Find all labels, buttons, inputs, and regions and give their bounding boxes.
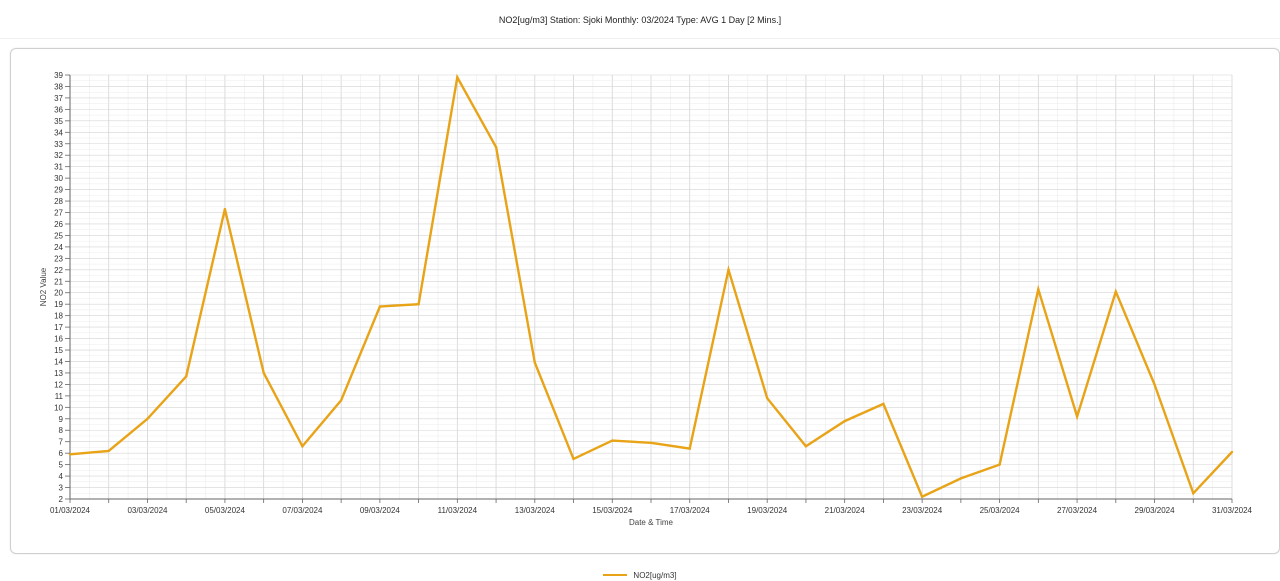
x-tick-label: 11/03/2024	[438, 506, 478, 515]
y-tick-label: 9	[59, 415, 64, 424]
chart-title: NO2[ug/m3] Station: Sjoki Monthly: 03/20…	[498, 15, 782, 25]
y-tick-label: 5	[59, 461, 64, 470]
x-tick-label: 27/03/2024	[1057, 506, 1098, 515]
y-axis-title: NO2 Value	[39, 267, 48, 306]
y-tick-label: 29	[54, 186, 63, 195]
x-tick-label: 19/03/2024	[747, 506, 788, 515]
y-tick-label: 14	[54, 357, 63, 366]
y-tick-label: 25	[54, 231, 63, 240]
y-tick-label: 28	[54, 197, 63, 206]
y-tick-label: 12	[54, 380, 63, 389]
data-point	[920, 495, 924, 498]
data-point	[688, 447, 691, 450]
data-point	[339, 399, 343, 402]
y-ticks: 2345678910111213141516171819202122232425…	[54, 71, 70, 504]
y-tick-label: 31	[54, 163, 63, 172]
y-tick-label: 33	[54, 140, 63, 149]
y-tick-label: 17	[54, 323, 63, 332]
data-point	[68, 453, 72, 456]
x-tick-label: 03/03/2024	[127, 506, 168, 515]
x-tick-label: 07/03/2024	[282, 506, 323, 515]
x-axis-title: Date & Time	[629, 518, 674, 527]
data-point	[1037, 288, 1040, 291]
x-tick-label: 13/03/2024	[515, 506, 556, 515]
y-tick-label: 20	[54, 289, 63, 298]
data-point	[766, 396, 769, 400]
data-point	[1114, 290, 1118, 293]
y-tick-label: 6	[59, 449, 64, 458]
y-tick-label: 27	[54, 209, 63, 218]
data-point	[185, 375, 188, 378]
y-tick-label: 34	[54, 128, 63, 137]
x-tick-label: 31/03/2024	[1212, 506, 1253, 515]
y-tick-label: 36	[54, 105, 63, 114]
series	[68, 73, 1234, 499]
title-band: NO2[ug/m3] Station: Sjoki Monthly: 03/20…	[0, 0, 1280, 39]
x-tick-label: 21/03/2024	[825, 506, 866, 515]
y-tick-label: 22	[54, 266, 63, 275]
data-point	[1075, 415, 1079, 418]
x-tick-label: 09/03/2024	[360, 506, 401, 515]
y-tick-label: 38	[54, 82, 63, 91]
data-point	[456, 76, 459, 79]
y-tick-label: 4	[59, 472, 64, 481]
y-tick-label: 21	[54, 277, 63, 286]
data-point	[1230, 450, 1234, 454]
data-point	[998, 463, 1001, 466]
x-ticks: 01/03/2024 03/03/2024 05/03/2024 07/03/2024…	[50, 499, 1253, 515]
legend: NO2[ug/m3]	[0, 569, 1280, 581]
legend-swatch	[603, 574, 628, 576]
data-point	[1153, 383, 1156, 386]
y-tick-label: 8	[59, 426, 64, 435]
data-point	[843, 419, 846, 423]
y-tick-label: 19	[54, 300, 63, 309]
data-point	[1192, 492, 1195, 495]
y-tick-label: 26	[54, 220, 63, 229]
data-point	[107, 449, 110, 453]
data-point	[494, 145, 498, 149]
legend-label: NO2[ug/m3]	[633, 570, 677, 580]
x-tick-label: 15/03/2024	[592, 506, 633, 515]
y-tick-label: 7	[59, 438, 64, 447]
y-tick-label: 35	[54, 117, 63, 126]
y-tick-label: 39	[54, 71, 63, 80]
x-tick-label: 23/03/2024	[902, 506, 943, 515]
y-tick-label: 11	[55, 392, 64, 401]
data-point	[611, 439, 614, 442]
y-tick-label: 2	[59, 495, 64, 504]
y-tick-label: 30	[54, 174, 63, 183]
y-tick-label: 10	[54, 403, 63, 412]
data-point	[378, 305, 382, 308]
x-tick-label: 17/03/2024	[670, 506, 711, 515]
data-point	[804, 445, 808, 448]
y-tick-label: 32	[54, 151, 63, 160]
y-tick-label: 13	[54, 369, 63, 378]
y-tick-label: 18	[54, 312, 63, 321]
x-tick-label: 05/03/2024	[205, 506, 246, 515]
data-point	[572, 457, 575, 461]
x-tick-label: 01/03/2024	[50, 506, 91, 515]
data-point	[223, 207, 227, 211]
data-point	[882, 402, 885, 406]
data-point	[649, 441, 653, 445]
data-point	[417, 302, 420, 306]
data-point	[959, 477, 963, 480]
y-tick-label: 37	[54, 94, 63, 103]
y-tick-label: 3	[59, 484, 64, 493]
y-tick-label: 24	[54, 243, 63, 252]
data-point	[301, 445, 304, 448]
y-tick-label: 23	[54, 254, 63, 263]
data-point	[533, 361, 536, 364]
grid	[69, 74, 1233, 500]
x-tick-label: 25/03/2024	[980, 506, 1021, 515]
data-point	[727, 268, 730, 272]
x-tick-label: 29/03/2024	[1135, 506, 1176, 515]
data-point	[262, 371, 265, 375]
data-point	[146, 417, 149, 420]
y-tick-label: 16	[54, 335, 63, 344]
y-tick-label: 15	[54, 346, 63, 355]
